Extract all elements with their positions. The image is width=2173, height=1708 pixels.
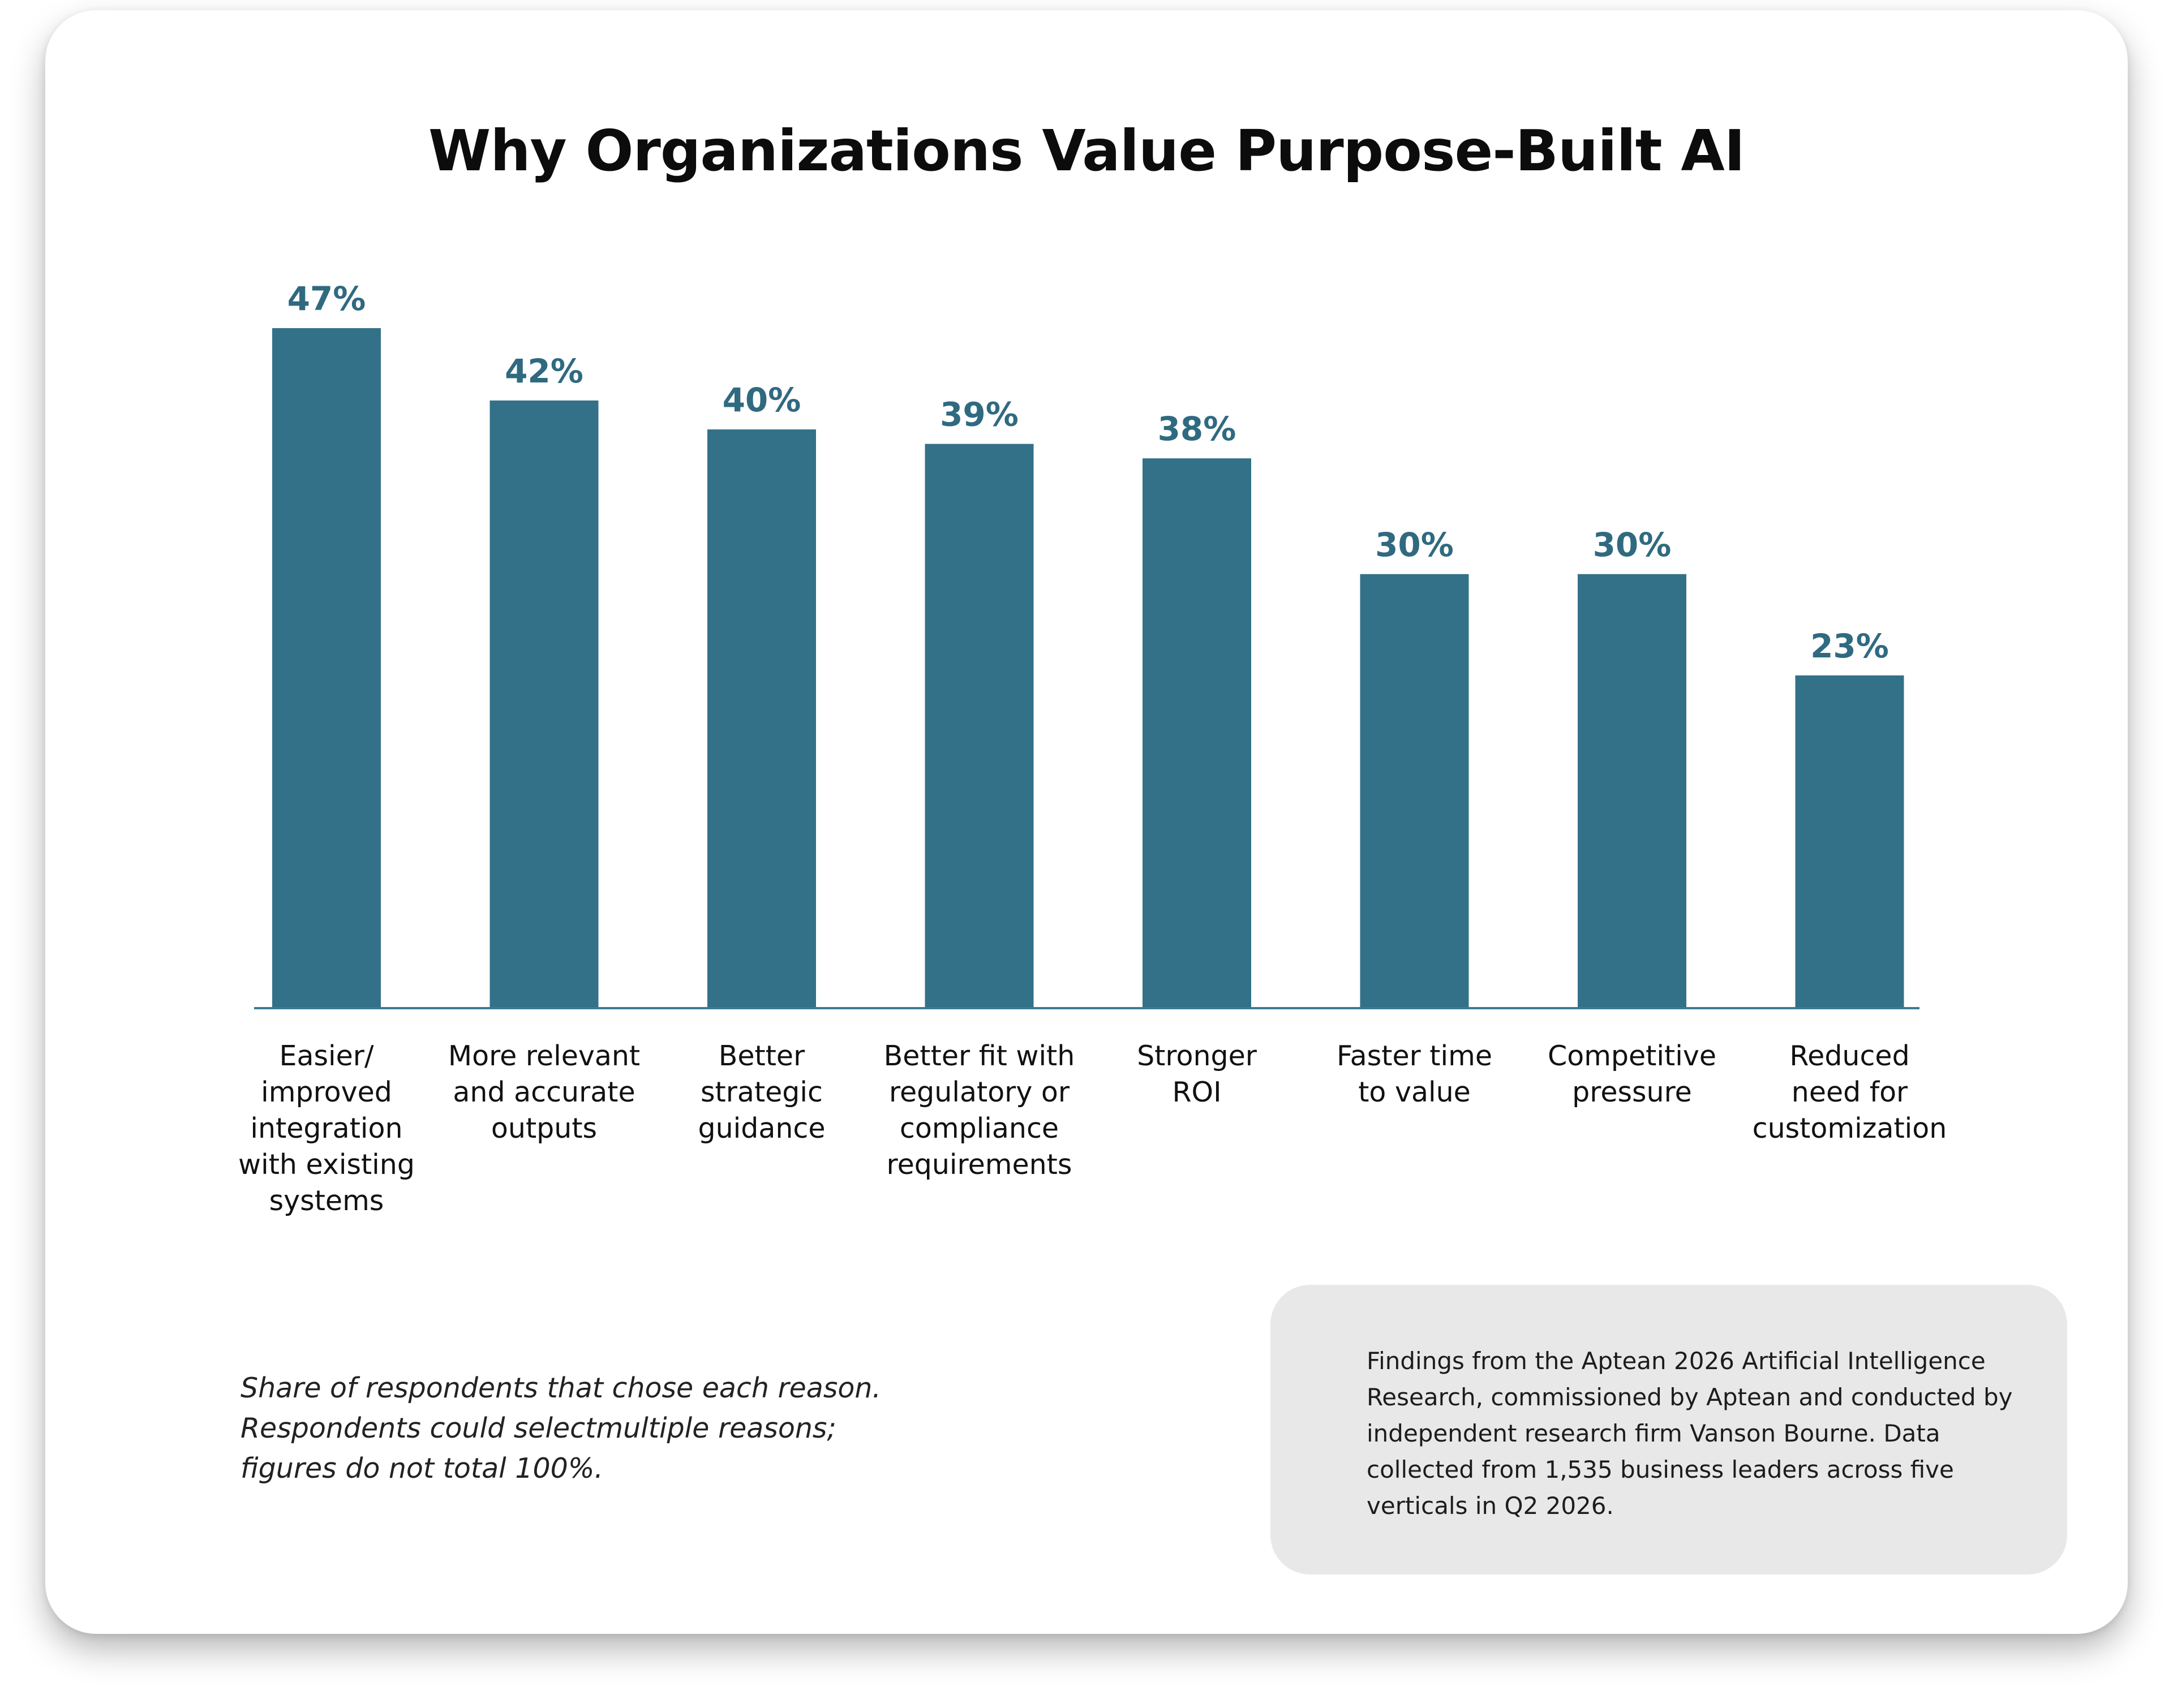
category-label: More relevant [448, 1040, 640, 1072]
chart-card: Why Organizations Value Purpose-Built AI… [45, 10, 2128, 1634]
source-text: Findings from the Aptean 2026 Artificial… [1367, 1347, 2013, 1520]
category-label: regulatory or [889, 1076, 1070, 1108]
bar-value-label: 40% [723, 381, 801, 419]
category-label: customization [1753, 1112, 1947, 1145]
category-label: ROI [1172, 1076, 1221, 1108]
category-label: Reduced [1789, 1040, 1909, 1072]
category-label: improved [261, 1076, 392, 1108]
bar [1795, 675, 1904, 1008]
bar-value-label: 23% [1810, 627, 1889, 665]
bar [489, 400, 599, 1008]
category-label: systems [269, 1185, 384, 1217]
category-label: to value [1358, 1076, 1471, 1108]
category-label: Stronger [1137, 1040, 1257, 1072]
chart-footnote: Share of respondents that chose each rea… [241, 1372, 881, 1485]
category-label: with existing [238, 1148, 415, 1181]
bar [1360, 574, 1469, 1008]
bar-value-label: 42% [505, 352, 583, 390]
bar-value-label: 47% [287, 279, 366, 318]
category-label: integration [250, 1112, 402, 1145]
category-label: and accurate [453, 1076, 635, 1108]
category-label: Better [719, 1040, 805, 1072]
category-label: outputs [491, 1112, 597, 1145]
category-label: compliance [900, 1112, 1059, 1145]
bar [272, 328, 381, 1008]
bar-value-label: 30% [1593, 526, 1672, 564]
category-label: Competitive [1548, 1040, 1716, 1072]
category-label: pressure [1572, 1076, 1692, 1108]
category-label: strategic [701, 1076, 823, 1108]
bar [1143, 458, 1251, 1008]
category-label: Faster time [1337, 1040, 1492, 1072]
category-label: Easier/ [280, 1040, 374, 1072]
bar-value-label: 30% [1375, 526, 1454, 564]
category-label: guidance [698, 1112, 825, 1145]
bar [925, 444, 1034, 1008]
category-label: Better fit with [884, 1040, 1075, 1072]
source-box: Findings from the Aptean 2026 Artificial… [1270, 1285, 2067, 1574]
category-label: need for [1792, 1076, 1908, 1108]
category-label: requirements [887, 1148, 1072, 1181]
bar-value-label: 39% [940, 395, 1019, 434]
bar [1578, 574, 1686, 1008]
chart-title: Why Organizations Value Purpose-Built AI [428, 118, 1745, 184]
bar [707, 429, 816, 1008]
bar-value-label: 38% [1158, 410, 1236, 448]
